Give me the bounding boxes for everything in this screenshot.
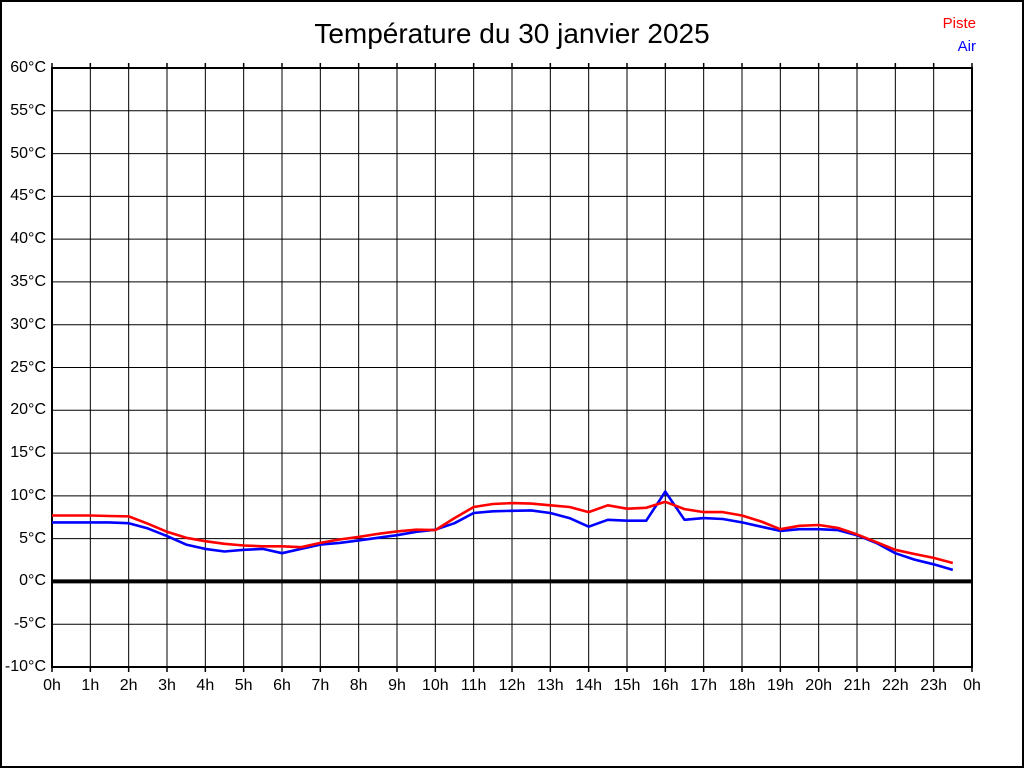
- legend-label-piste: Piste: [942, 15, 976, 32]
- x-tick-label: 10h: [421, 677, 449, 694]
- series-line-piste: [52, 500, 954, 565]
- series-line-air: [52, 490, 954, 572]
- legend-item-air: Air: [943, 35, 976, 58]
- x-tick-label: 0h: [43, 677, 61, 694]
- x-tick-label: 17h: [690, 677, 717, 694]
- y-tick-label: 40°C: [10, 230, 46, 248]
- x-tick-label: 16h: [651, 677, 679, 694]
- chart-title: Température du 30 janvier 2025: [314, 18, 710, 49]
- y-tick-label: 30°C: [10, 315, 46, 333]
- y-tick-label: 45°C: [10, 187, 46, 205]
- y-tick-label: -5°C: [13, 615, 46, 633]
- legend: Piste Air: [943, 12, 976, 58]
- y-tick-label: 50°C: [10, 144, 46, 162]
- x-tick-label: 18h: [728, 677, 756, 694]
- x-tick-label: 0h: [963, 677, 981, 694]
- y-tick-label: 55°C: [10, 101, 46, 119]
- x-tick-label: 20h: [805, 677, 832, 694]
- x-tick-label: 22h: [881, 677, 909, 694]
- x-tick-label: 13h: [536, 677, 564, 694]
- y-tick-label: 20°C: [10, 401, 46, 419]
- x-tick-label: 5h: [234, 677, 253, 694]
- x-tick-label: 2h: [119, 677, 138, 694]
- x-tick-label: 19h: [766, 677, 794, 694]
- y-tick-label: 10°C: [10, 486, 46, 504]
- x-tick-label: 3h: [158, 677, 176, 694]
- y-tick-label: 5°C: [19, 529, 46, 547]
- x-tick-label: 14h: [575, 677, 602, 694]
- x-tick-label: 15h: [613, 677, 641, 694]
- legend-label-air: Air: [957, 38, 976, 55]
- y-tick-label: -10°C: [4, 658, 46, 675]
- y-tick-label: 0°C: [19, 572, 46, 590]
- x-tick-label: 9h: [388, 677, 406, 694]
- x-tick-label: 7h: [311, 677, 330, 694]
- x-tick-label: 1h: [81, 677, 100, 694]
- x-tick-label: 23h: [920, 677, 947, 694]
- x-tick-label: 4h: [196, 677, 215, 694]
- y-tick-label: 25°C: [10, 358, 46, 376]
- x-tick-label: 11h: [460, 677, 487, 694]
- x-tick-label: 6h: [273, 677, 291, 694]
- y-tick-label: 60°C: [10, 59, 46, 76]
- x-tick-label: 12h: [498, 677, 526, 694]
- legend-item-piste: Piste: [943, 12, 976, 35]
- y-tick-label: 15°C: [10, 444, 46, 462]
- plot-frame: [51, 67, 973, 668]
- y-tick-label: 35°C: [10, 272, 46, 290]
- x-tick-label: 21h: [843, 677, 871, 694]
- x-tick-label: 8h: [349, 677, 368, 694]
